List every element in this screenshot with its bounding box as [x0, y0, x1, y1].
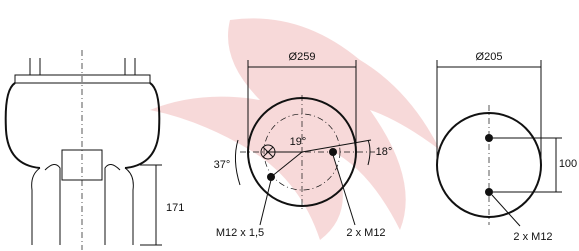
thread-label: 2 x M12 — [513, 231, 552, 243]
bottom-plate: Ø205 100 2 x M12 — [437, 51, 577, 243]
angle-label: 19° — [290, 136, 307, 148]
dimension-label: 100 — [559, 158, 577, 170]
thread-label: M12 x 1,5 — [216, 227, 264, 239]
page: {"left_view": {"height": "171"}, "top_pl… — [0, 0, 579, 251]
side-view: 171 — [6, 50, 185, 250]
dimension-label: Ø205 — [476, 51, 503, 63]
dimension-label: Ø259 — [289, 51, 316, 63]
thread-label: 2 x M12 — [346, 227, 385, 239]
drawing: 171 Ø259 19° 18° 37° M12 x 1,5 2 x M12 Ø… — [0, 0, 579, 251]
angle-label: 18° — [376, 146, 393, 158]
dimension-label: 171 — [166, 202, 184, 214]
angle-label: 37° — [214, 159, 231, 171]
